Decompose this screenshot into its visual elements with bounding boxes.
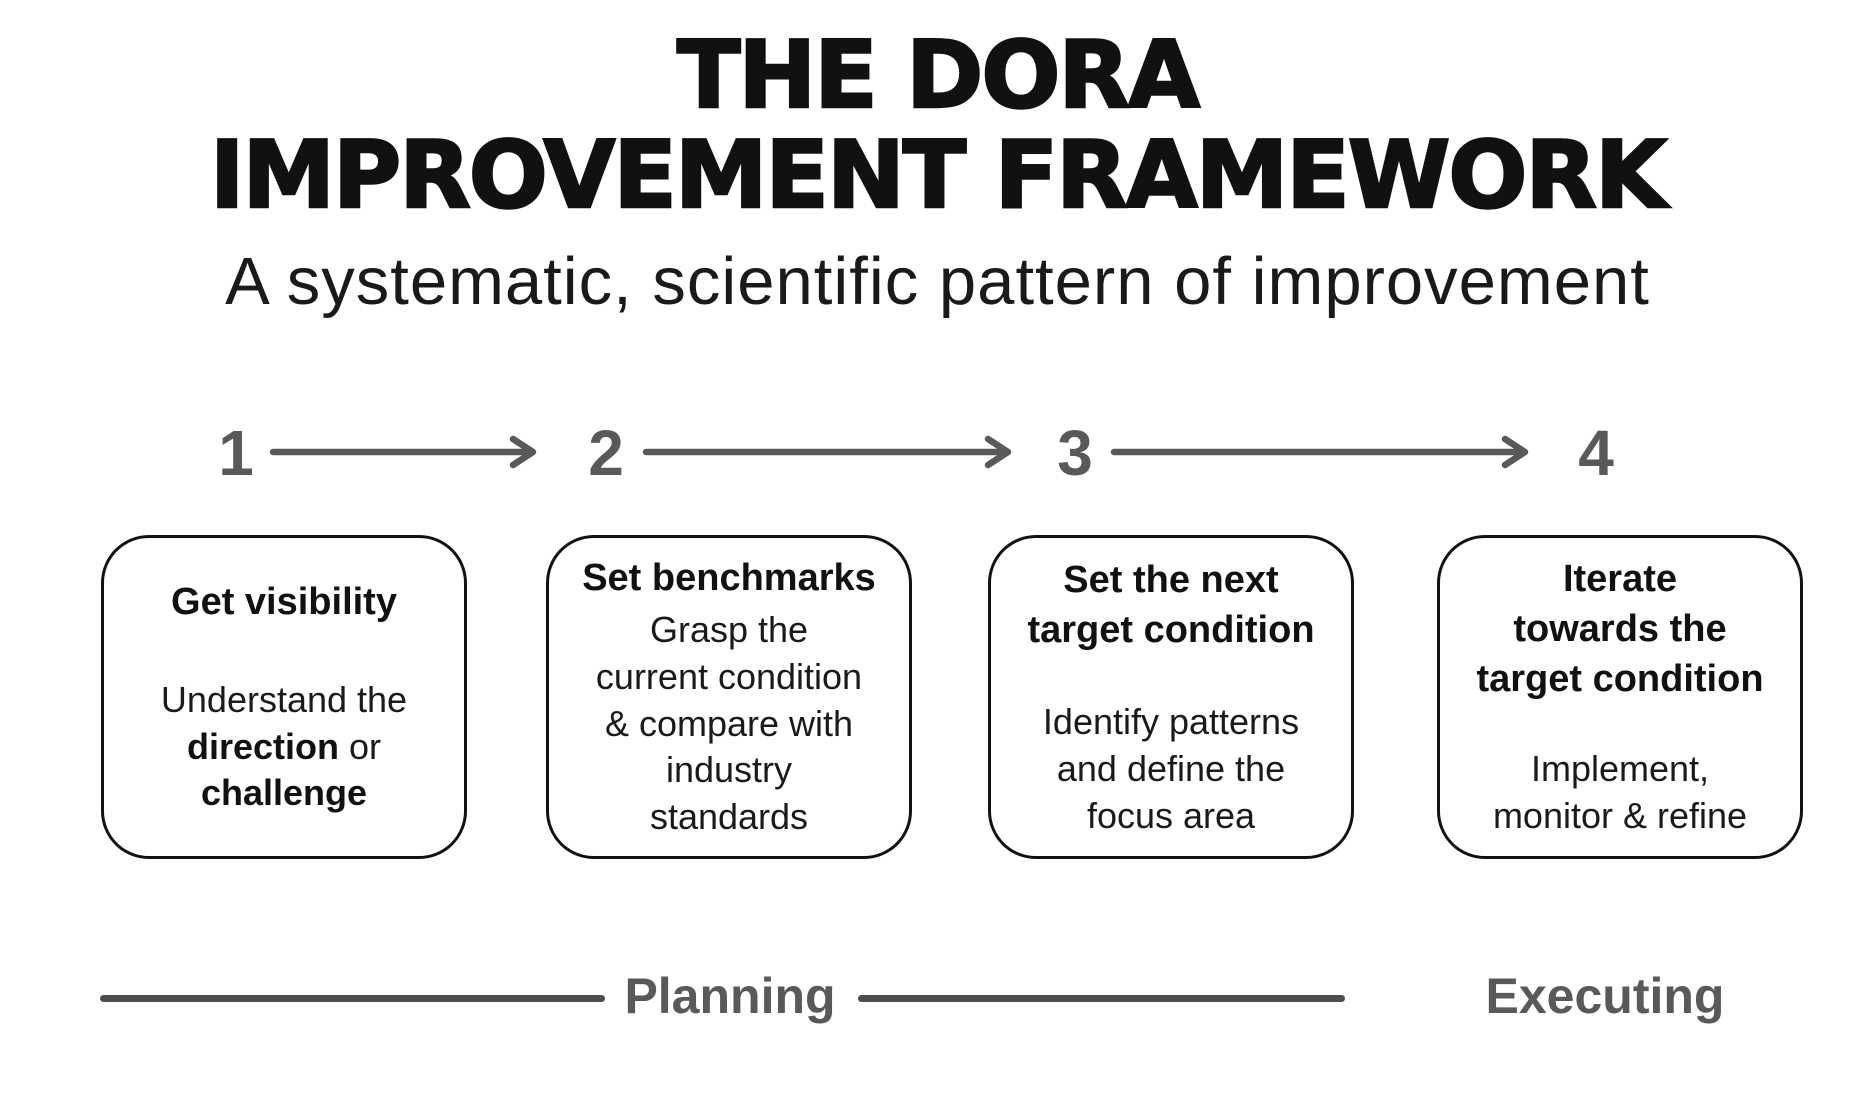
step-box-set-next-target-condition: Set the next target condition Identify p… <box>988 535 1354 859</box>
bold-keyword: challenge <box>200 772 368 814</box>
planning-line-left <box>100 995 605 1002</box>
step-box-set-benchmarks: Set benchmarks Grasp the current conditi… <box>546 535 912 859</box>
planning-label: Planning <box>624 968 836 1024</box>
step-number-4: 4 <box>1578 417 1614 489</box>
step-box-heading: Set benchmarks <box>582 556 876 599</box>
step-box-body: Grasp the current condition & compare wi… <box>595 609 863 838</box>
arrow-1-to-2-icon <box>269 432 540 472</box>
step-box-iterate-towards-target: Iterate towards the target condition Imp… <box>1437 535 1803 859</box>
step-number-3: 3 <box>1057 417 1093 489</box>
step-box-heading: Set the next target condition <box>1027 558 1315 651</box>
step-box-body: Understand the direction or challenge <box>161 677 407 817</box>
page-title: THE DORA IMPROVEMENT FRAMEWORK <box>0 21 1875 229</box>
bold-keyword: direction <box>186 725 339 767</box>
step-box-body: Identify patterns and define the focus a… <box>1042 700 1300 836</box>
arrow-2-to-3-icon <box>642 432 1015 472</box>
step-box-body: Implement, monitor & refine <box>1492 748 1748 837</box>
subtitle: A systematic, scientific pattern of impr… <box>225 244 1650 319</box>
step-number-2: 2 <box>588 417 624 489</box>
title-line-1: THE DORA <box>676 21 1202 129</box>
planning-line-right <box>858 995 1345 1002</box>
step-box-heading: Iterate towards the target condition <box>1476 557 1764 701</box>
step-box-heading: Get visibility <box>171 580 397 623</box>
step-number-1: 1 <box>218 417 254 489</box>
title-line-2: IMPROVEMENT FRAMEWORK <box>209 120 1669 229</box>
body-text: or <box>348 725 381 767</box>
executing-label: Executing <box>1485 968 1725 1024</box>
body-text: Understand the <box>160 678 408 720</box>
step-box-get-visibility: Get visibility Understand the direction … <box>101 535 467 859</box>
arrow-3-to-4-icon <box>1110 432 1532 472</box>
